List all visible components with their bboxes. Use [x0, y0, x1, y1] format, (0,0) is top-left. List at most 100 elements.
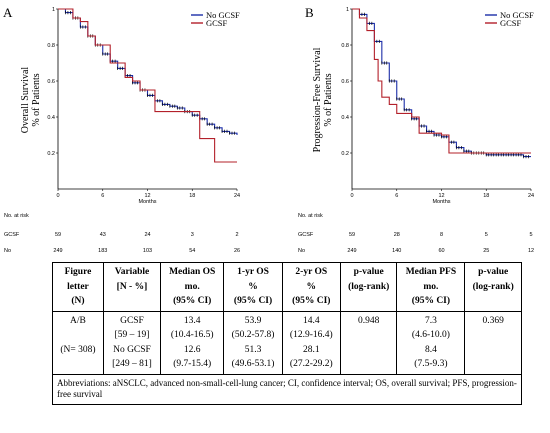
header-line: (log-rank) [472, 281, 514, 292]
column-header: 1-yr OS% (95% CI) [223, 262, 283, 312]
x-tick-label: 6 [395, 193, 398, 199]
y-tick-label: 0.2 [341, 151, 349, 157]
abbreviations-note: Abbreviations: aNSCLC, advanced non-smal… [52, 373, 522, 405]
cell-line: GCSF [120, 315, 144, 326]
panel-letter-b: B [305, 5, 314, 20]
series-line-gcsf [58, 8, 237, 163]
y-tick-label: 1 [52, 7, 55, 13]
risk-count: 5 [485, 232, 488, 238]
risk-count: 60 [438, 248, 444, 254]
cell-line: [249 – 81] [112, 359, 152, 369]
panel-letter-a: A [3, 5, 13, 20]
pfs-panel: B Progression-Free Survival % of Patient… [298, 5, 534, 254]
risk-row-label: GCSF [4, 232, 20, 238]
legend-entry: No GCSF [500, 10, 534, 20]
y-tick-label: 0.8 [341, 43, 349, 49]
header-line: (95% CI) [173, 296, 212, 306]
cell-line: No GCSF [113, 344, 151, 355]
column-header: Variable [N - %] [102, 262, 161, 312]
risk-count: 28 [394, 232, 400, 238]
risk-count: 5 [529, 232, 532, 238]
risk-count: 103 [143, 248, 152, 254]
risk-count: 183 [98, 248, 107, 254]
legend-entry: No GCSF [206, 10, 240, 20]
y-tick-label: 0.6 [341, 79, 349, 85]
survival-charts: A Overall Survival % of Patients 0.2 0.4 0… [3, 5, 534, 254]
x-tick-label: 0 [350, 193, 353, 199]
y-tick-label: 0.4 [47, 115, 55, 121]
x-tick-label: 12 [144, 193, 150, 199]
cell-line: (49.6-53.1) [231, 359, 275, 369]
x-tick-label: 18 [189, 193, 195, 199]
y-axis-label-line1: Progression-Free Survival [312, 47, 323, 152]
header-line: Median OS [169, 267, 216, 277]
header-line: (95% CI) [233, 296, 273, 306]
header-line: 2-yr OS [295, 267, 328, 277]
table-cell: 14.4 (12.9-16.4) 28.1 (27.2-29.2) [281, 310, 341, 375]
header-line: (N) [71, 296, 85, 306]
risk-count: 59 [349, 232, 355, 238]
cell-line: [59 – 19] [114, 330, 150, 340]
cell-line: (27.2-29.2) [289, 359, 333, 369]
x-tick-label: 6 [101, 193, 104, 199]
overall-survival-panel: A Overall Survival % of Patients 0.2 0.4 0… [3, 5, 240, 254]
header-line: (95% CI) [292, 296, 331, 306]
cell-line: 0.948 [358, 315, 380, 326]
x-tick-label: 24 [234, 193, 240, 199]
x-tick-label: 24 [528, 193, 534, 199]
header-line: Figure [64, 267, 92, 277]
risk-count: 25 [483, 248, 489, 254]
risk-count: 2 [235, 232, 238, 238]
risk-count: 8 [440, 232, 443, 238]
header-line: Median PFS [405, 267, 457, 277]
x-axis-label: Months [432, 199, 450, 205]
header-line: % [306, 281, 317, 292]
table-cell: 0.369 [464, 310, 522, 375]
legend-entry: GCSF [500, 18, 522, 28]
column-header: Figure letter (N) [52, 262, 104, 312]
table-row: A/B (N= 308) GCSF [59 – 19] No GCSF [249 – 8… [52, 310, 522, 375]
cell-line: (50.2-57.8) [231, 330, 275, 340]
cell-line: 12.6 [183, 344, 201, 355]
risk-count: 249 [347, 248, 356, 254]
header-line: letter [67, 281, 89, 292]
x-tick-label: 12 [438, 193, 444, 199]
column-header: p-value (log-rank) [339, 262, 398, 312]
header-line: [N - %] [116, 281, 148, 292]
y-tick-label: 0.2 [47, 151, 55, 157]
column-header: 2-yr OS% (95% CI) [281, 262, 341, 312]
table-cell: 7.3 (4.6-10.0) 8.4 (7.5-9.3) [396, 310, 466, 375]
risk-count: 24 [144, 232, 150, 238]
table-cell: A/B (N= 308) [52, 310, 104, 375]
column-header: Median OS mo. (95% CI) [159, 262, 225, 312]
cell-line: (4.6-10.0) [411, 330, 450, 340]
risk-count: 3 [191, 232, 194, 238]
cell-line: 14.4 [302, 315, 320, 326]
cell-line: 28.1 [302, 344, 320, 355]
risk-row-label: GCSF [298, 232, 314, 238]
risk-count: 140 [392, 248, 401, 254]
results-table: Figure letter (N) Variable [N - %] Median OS m… [52, 262, 522, 405]
y-axis-label-line1: Overall Survival [20, 67, 31, 134]
x-tick-label: 0 [56, 193, 59, 199]
column-header: Median PFS mo. (95% CI) [396, 262, 466, 312]
table-cell: 0.948 [339, 310, 398, 375]
y-tick-label: 1 [346, 7, 349, 13]
header-line: mo. [423, 281, 439, 292]
risk-count: 43 [100, 232, 106, 238]
header-line: p-value [353, 267, 384, 277]
header-line: % [248, 281, 258, 292]
header-line: mo. [184, 281, 200, 292]
cell-line [56, 328, 100, 343]
risk-count: 249 [53, 248, 62, 254]
cell-line: (12.9-16.4) [289, 330, 333, 340]
cell-line: 13.4 [183, 315, 201, 326]
column-header: p-value (log-rank) [464, 262, 522, 312]
header-line: Variable [114, 267, 150, 277]
risk-count: 12 [528, 248, 534, 254]
y-tick-label: 0.6 [47, 79, 55, 85]
table-cell: GCSF [59 – 19] No GCSF [249 – 81] [102, 310, 161, 375]
risk-count: 54 [189, 248, 195, 254]
